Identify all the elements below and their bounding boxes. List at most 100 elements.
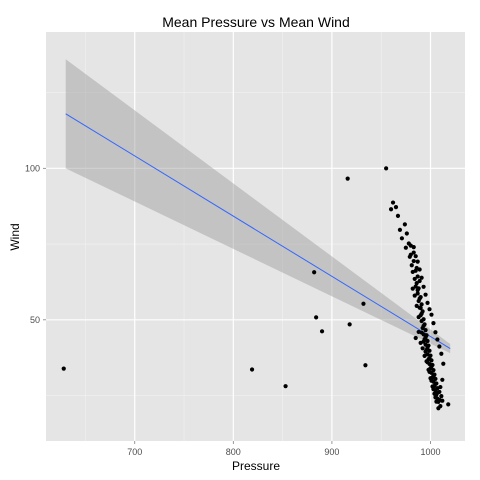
- data-point: [427, 348, 432, 353]
- data-point: [418, 305, 423, 311]
- data-point: [395, 213, 401, 218]
- data-point: [431, 373, 436, 378]
- data-point: [423, 335, 428, 340]
- y-axis-ticks: 50 100: [25, 163, 46, 325]
- data-point: [439, 394, 444, 399]
- data-point: [439, 351, 444, 356]
- plot-panel: [46, 32, 465, 441]
- data-point: [422, 353, 427, 358]
- data-point: [413, 268, 418, 273]
- data-point: [427, 369, 432, 375]
- data-point: [433, 376, 438, 381]
- data-point: [429, 378, 434, 383]
- data-point: [413, 335, 418, 341]
- data-point: [417, 296, 422, 301]
- data-point: [312, 270, 317, 275]
- data-point: [319, 329, 325, 334]
- data-point: [403, 245, 408, 250]
- data-point: [436, 406, 441, 411]
- x-tick-label: 1000: [420, 447, 440, 457]
- data-point: [390, 200, 396, 205]
- data-point: [438, 384, 443, 390]
- data-point: [437, 397, 442, 402]
- data-point: [435, 337, 440, 342]
- data-point: [249, 367, 255, 372]
- data-point: [429, 312, 434, 317]
- data-point: [416, 314, 421, 320]
- data-point: [427, 307, 432, 312]
- data-point: [363, 363, 368, 368]
- data-point: [393, 205, 399, 210]
- data-point: [425, 300, 430, 305]
- data-point: [411, 245, 416, 250]
- data-point: [425, 345, 430, 350]
- data-point: [420, 346, 425, 351]
- data-point: [388, 207, 394, 212]
- data-point: [431, 387, 436, 392]
- data-point: [314, 315, 319, 320]
- fit-line: [65, 113, 451, 350]
- confidence-ribbon-layer: [65, 59, 451, 354]
- y-tick-label: 100: [25, 163, 40, 173]
- data-point: [421, 317, 426, 322]
- data-point: [415, 291, 420, 296]
- data-point: [433, 330, 438, 335]
- x-axis-title: Pressure: [232, 459, 280, 473]
- data-point: [283, 384, 288, 389]
- confidence-ribbon: [65, 59, 451, 354]
- data-point: [427, 356, 432, 361]
- data-point: [412, 293, 417, 298]
- data-point: [61, 366, 66, 371]
- data-point: [410, 286, 415, 291]
- data-point: [446, 402, 451, 407]
- data-point: [397, 227, 403, 232]
- data-point: [402, 222, 407, 227]
- data-point: [419, 330, 424, 335]
- data-point: [417, 278, 422, 284]
- data-point: [425, 338, 430, 344]
- data-point: [412, 276, 417, 282]
- data-point: [384, 166, 389, 171]
- data-point: [413, 254, 418, 259]
- data-point: [423, 349, 428, 354]
- data-point: [429, 364, 434, 369]
- x-tick-label: 900: [324, 447, 339, 457]
- data-point: [421, 339, 426, 344]
- data-point: [431, 321, 436, 326]
- data-points: [61, 166, 451, 411]
- data-point: [423, 328, 428, 333]
- data-point: [414, 303, 419, 308]
- data-point: [435, 390, 440, 395]
- data-point: [419, 275, 424, 280]
- data-point: [404, 231, 409, 236]
- data-point: [419, 302, 424, 307]
- data-point: [425, 360, 430, 365]
- data-point: [419, 311, 424, 316]
- data-point: [345, 176, 350, 181]
- data-point: [421, 284, 426, 289]
- data-point: [431, 368, 436, 373]
- fit-line-layer: [65, 113, 451, 350]
- data-point: [423, 292, 428, 297]
- data-point: [411, 250, 416, 255]
- data-point: [433, 381, 438, 387]
- data-point: [411, 258, 416, 264]
- data-point: [415, 259, 420, 264]
- grid-minor-lines: [46, 32, 465, 441]
- data-point: [414, 281, 419, 286]
- data-point: [347, 322, 352, 327]
- x-axis-ticks: 700 800 900 1000: [127, 441, 441, 457]
- x-tick-label: 800: [226, 447, 241, 457]
- chart-title: Mean Pressure vs Mean Wind: [162, 14, 350, 30]
- data-point: [440, 377, 445, 382]
- data-point: [409, 263, 414, 268]
- data-point: [441, 361, 446, 366]
- y-axis-title: Wind: [8, 223, 22, 250]
- data-point: [415, 274, 420, 279]
- x-tick-label: 700: [127, 447, 142, 457]
- data-point: [417, 267, 422, 272]
- data-point: [437, 344, 442, 349]
- data-point: [408, 252, 413, 257]
- data-point: [421, 323, 426, 328]
